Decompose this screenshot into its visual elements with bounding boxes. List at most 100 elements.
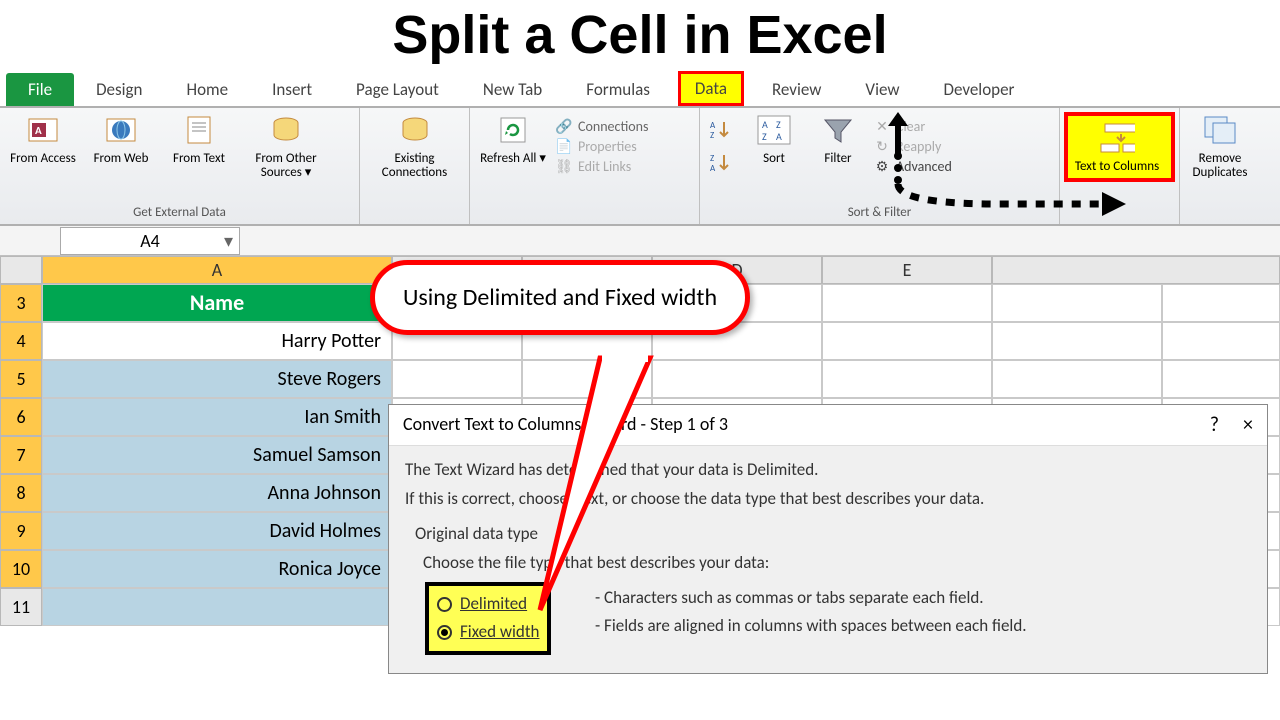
other-sources-icon [268,112,304,148]
existing-connections-icon [397,112,433,148]
from-web-label: From Web [94,152,149,166]
properties-label: Properties [578,138,637,155]
cell-a9[interactable]: David Holmes [42,512,392,550]
properties-button[interactable]: 📄 Properties [556,138,648,155]
from-other-sources-button[interactable]: From Other Sources ▾ [242,112,330,181]
cell[interactable] [822,322,992,360]
remove-duplicates-button[interactable]: Remove Duplicates [1188,112,1252,181]
callout-bubble: Using Delimited and Fixed width [370,260,750,335]
cell-a11[interactable] [42,588,392,626]
sort-icon: AZZA [756,112,792,148]
sort-label: Sort [763,152,785,166]
delimited-label: Delimited [460,590,527,619]
cell-a7[interactable]: Samuel Samson [42,436,392,474]
refresh-label: Refresh All ▾ [480,152,546,166]
tab-developer[interactable]: Developer [928,73,1031,106]
get-external-data-label: Get External Data [8,203,351,222]
properties-icon: 📄 [556,139,572,155]
filter-icon [820,112,856,148]
row-header[interactable]: 5 [0,360,42,398]
delimited-radio[interactable] [437,597,452,612]
callout: Using Delimited and Fixed width [370,260,750,335]
tab-view[interactable]: View [849,73,915,106]
tab-insert[interactable]: Insert [256,73,328,106]
tab-review[interactable]: Review [756,73,837,106]
svg-text:A: A [35,124,42,137]
fixed-width-option[interactable]: Fixed width [437,618,539,647]
filter-button[interactable]: Filter [810,112,866,166]
cell-a3[interactable]: Name [42,284,392,322]
select-all-corner[interactable] [0,256,42,284]
row-header[interactable]: 9 [0,512,42,550]
edit-links-label: Edit Links [578,158,631,175]
from-text-label: From Text [173,152,225,166]
from-other-label: From Other Sources ▾ [242,152,330,181]
cell-a4[interactable]: Harry Potter [42,322,392,360]
cell[interactable] [392,360,522,398]
row-header[interactable]: 4 [0,322,42,360]
callout-tail [530,350,710,630]
cell-a10[interactable]: Ronica Joyce [42,550,392,588]
fixed-width-radio[interactable] [437,625,452,640]
tab-design[interactable]: Design [80,73,158,106]
delimited-option[interactable]: Delimited [437,590,539,619]
row-header[interactable]: 7 [0,436,42,474]
row-header[interactable]: 11 [0,588,42,626]
cell[interactable] [992,284,1162,322]
sort-az-button[interactable]: AZ [708,118,734,145]
from-access-button[interactable]: A From Access [8,112,78,181]
name-box[interactable]: A4 [60,227,240,255]
row-header[interactable]: 10 [0,550,42,588]
tab-home[interactable]: Home [170,73,244,106]
from-access-label: From Access [10,152,76,166]
cell[interactable] [992,322,1162,360]
from-web-button[interactable]: From Web [86,112,156,181]
connections-icon: 🔗 [556,119,572,135]
refresh-icon [495,112,531,148]
text-icon [181,112,217,148]
cell[interactable] [992,360,1162,398]
tab-new-tab[interactable]: New Tab [467,73,558,106]
col-header-e[interactable]: E [822,256,992,284]
row-header[interactable]: 8 [0,474,42,512]
connections-label: Connections [578,118,648,135]
sort-za-button[interactable]: ZA [708,151,734,178]
name-box-row: A4 [0,226,1280,256]
remove-duplicates-icon [1202,112,1238,148]
page-title: Split a Cell in Excel [0,0,1280,74]
edit-links-button[interactable]: ⛓ Edit Links [556,158,648,175]
svg-text:Z: Z [710,130,714,140]
dotted-arrow [880,106,1140,226]
tab-data[interactable]: Data [678,71,744,106]
remove-dup-label: Remove Duplicates [1188,152,1252,181]
dialog-help-button[interactable]: ? [1210,413,1219,437]
cell-a8[interactable]: Anna Johnson [42,474,392,512]
ribbon-tabstrip: File Design Home Insert Page Layout New … [0,74,1280,108]
svg-text:Z: Z [762,130,767,143]
cell-a6[interactable]: Ian Smith [42,398,392,436]
connections-button[interactable]: 🔗 Connections [556,118,648,135]
refresh-all-button[interactable]: Refresh All ▾ [478,112,548,175]
sort-button[interactable]: AZZA Sort [746,112,802,166]
access-icon: A [25,112,61,148]
existing-label: Existing Connections [368,152,461,181]
col-header-a[interactable]: A [42,256,392,284]
filter-label: Filter [824,152,851,166]
row-header[interactable]: 3 [0,284,42,322]
tab-formulas[interactable]: Formulas [570,73,666,106]
file-tab[interactable]: File [6,73,74,106]
dialog-close-button[interactable]: × [1243,413,1253,437]
row-header[interactable]: 6 [0,398,42,436]
cell[interactable] [822,360,992,398]
from-text-button[interactable]: From Text [164,112,234,181]
cell[interactable] [822,284,992,322]
text-to-columns-dialog: Convert Text to Columns Wizard - Step 1 … [388,404,1268,674]
edit-links-icon: ⛓ [556,159,572,175]
svg-text:A: A [776,130,782,143]
fixed-width-label: Fixed width [460,618,539,647]
web-icon [103,112,139,148]
tab-page-layout[interactable]: Page Layout [340,73,455,106]
existing-connections-button[interactable]: Existing Connections [368,112,461,181]
svg-text:A: A [710,163,716,173]
cell-a5[interactable]: Steve Rogers [42,360,392,398]
